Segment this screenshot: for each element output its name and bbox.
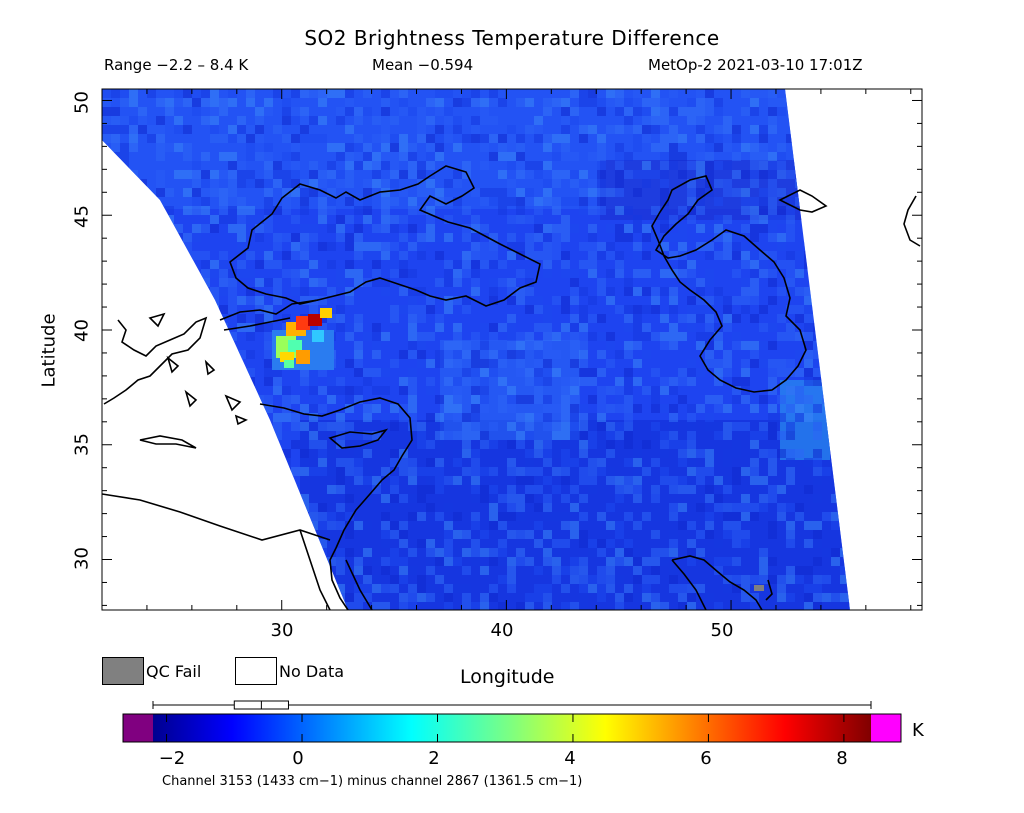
- axis-ticks: [102, 89, 922, 610]
- channel-footer: Channel 3153 (1433 cm−1) minus channel 2…: [162, 774, 583, 789]
- colorbar-tick-2: 2: [428, 748, 440, 769]
- coastlines: [102, 165, 921, 610]
- qc-fail-label: QC Fail: [146, 662, 202, 681]
- colorbar-tick-6: 6: [700, 748, 712, 769]
- range-label: Range −2.2 – 8.4 K: [104, 56, 249, 74]
- no-data-swatch: [235, 657, 277, 685]
- swath-image: [102, 89, 921, 610]
- colorbar-stats-box: [152, 700, 872, 710]
- colorbar-over: [871, 714, 901, 742]
- y-tick-40: 40: [71, 319, 93, 342]
- so2-hotspot: [272, 308, 334, 370]
- x-tick-40: 40: [490, 620, 514, 641]
- y-tick-45: 45: [71, 205, 93, 228]
- y-tick-30: 30: [71, 547, 93, 570]
- x-tick-50: 50: [710, 620, 734, 641]
- no-data-label: No Data: [279, 662, 345, 681]
- colorbar-under: [123, 714, 153, 742]
- y-axis-label: Latitude: [38, 313, 60, 388]
- colorbar-tick-4: 4: [564, 748, 576, 769]
- colorbar-unit: K: [912, 720, 924, 741]
- qc-fail-pixel: [754, 585, 764, 591]
- colorbar: [122, 700, 902, 743]
- y-tick-50: 50: [71, 91, 93, 114]
- mean-label: Mean −0.594: [372, 56, 474, 74]
- satellite-time-label: MetOp-2 2021-03-10 17:01Z: [648, 56, 863, 74]
- x-axis-label: Longitude: [460, 666, 555, 688]
- colorbar-tick-minus2: −2: [158, 748, 186, 769]
- colorbar-gradient: [153, 714, 871, 742]
- colorbar-tick-8: 8: [836, 748, 848, 769]
- x-tick-30: 30: [270, 620, 294, 641]
- plot-title: SO2 Brightness Temperature Difference: [304, 26, 720, 50]
- y-tick-35: 35: [71, 433, 93, 456]
- colorbar-tick-0: 0: [292, 748, 304, 769]
- plot-frame: [101, 88, 923, 611]
- qc-fail-swatch: [102, 657, 144, 685]
